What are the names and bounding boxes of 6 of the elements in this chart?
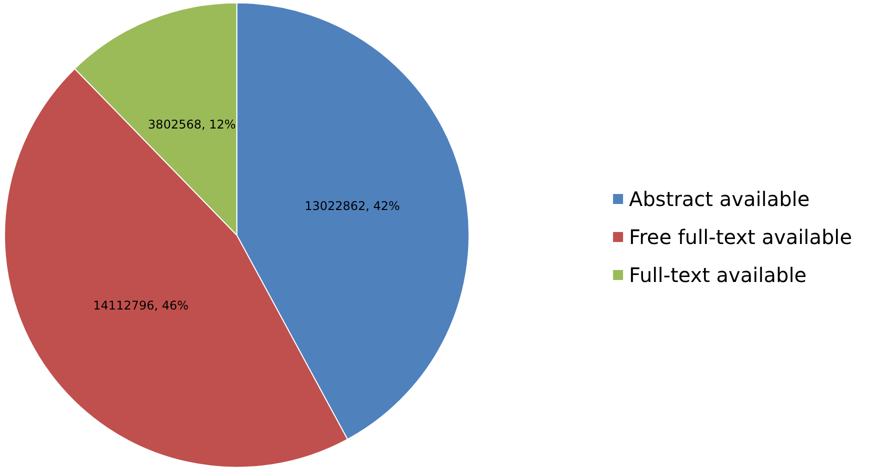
data-label: 3802568, 12% <box>148 118 236 132</box>
legend-label: Free full-text available <box>629 225 852 249</box>
data-label: 13022862, 42% <box>304 198 400 213</box>
legend-label: Abstract available <box>629 187 810 211</box>
legend-label: Full-text available <box>629 263 807 287</box>
data-label: 14112796, 46% <box>93 298 189 313</box>
